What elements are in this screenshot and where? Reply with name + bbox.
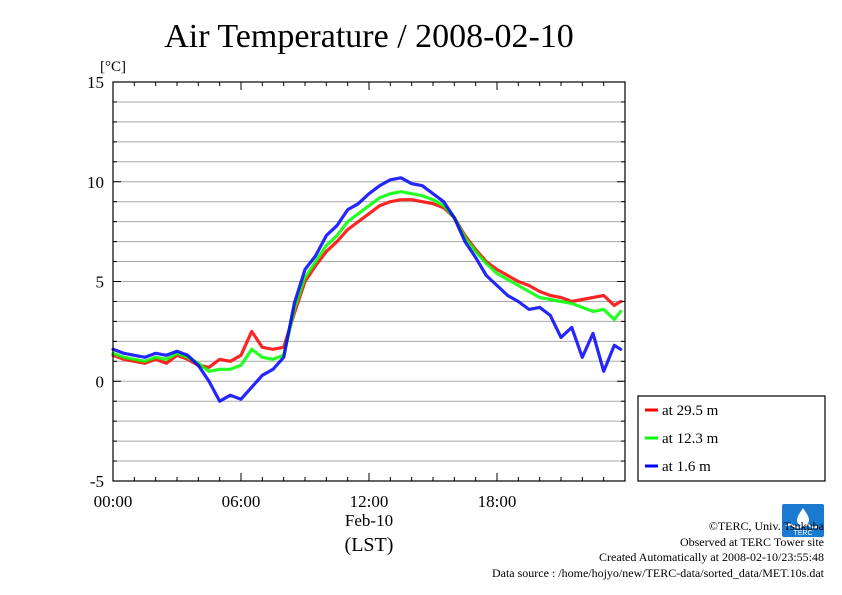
x-tick-label: 06:00 xyxy=(222,492,261,511)
x-tick-label: 00:00 xyxy=(94,492,133,511)
credit-line: ©TERC, Univ. Tsukuba xyxy=(708,519,824,533)
series-line xyxy=(111,176,623,403)
x-axis-label: (LST) xyxy=(345,534,394,556)
y-tick-label: 5 xyxy=(96,273,105,292)
legend-box xyxy=(637,395,826,482)
chart-title: Air Temperature / 2008-02-10 xyxy=(164,18,574,55)
x-tick-label: 18:00 xyxy=(478,492,517,511)
data-source-line: Data source : /home/hojyo/new/TERC-data/… xyxy=(491,565,824,580)
credits-block: ©TERC, Univ. Tsukuba Observed at TERC To… xyxy=(492,519,824,581)
y-tick-label: 0 xyxy=(96,372,105,391)
y-tick-label: 15 xyxy=(87,73,104,92)
observed-line: Observed at TERC Tower site xyxy=(679,534,824,549)
y-tick-label: -5 xyxy=(90,472,104,491)
y-tick-label: 10 xyxy=(87,173,104,192)
legend: at 29.5 m at 12.3 m at 1.6 m xyxy=(637,395,826,482)
grid-lines xyxy=(113,101,625,462)
axis-ticks: 15 10 5 0 -500:00 06:00 12:00 18:00 xyxy=(87,73,626,511)
logo-text: TERC xyxy=(793,530,812,537)
x-tick-label: 12:00 xyxy=(350,492,389,511)
terc-logo: TERC xyxy=(782,504,824,537)
legend-label: at 12.3 m xyxy=(662,431,719,447)
y-axis-unit: [°C] xyxy=(100,59,126,75)
legend-label: at 1.6 m xyxy=(662,459,711,475)
x-axis-date-label: Feb-10 xyxy=(345,511,393,530)
series-lines xyxy=(111,176,623,403)
legend-label: at 29.5 m xyxy=(662,403,719,419)
series-line xyxy=(111,198,623,369)
created-line: Created Automatically at 2008-02-10/23:5… xyxy=(599,550,824,564)
